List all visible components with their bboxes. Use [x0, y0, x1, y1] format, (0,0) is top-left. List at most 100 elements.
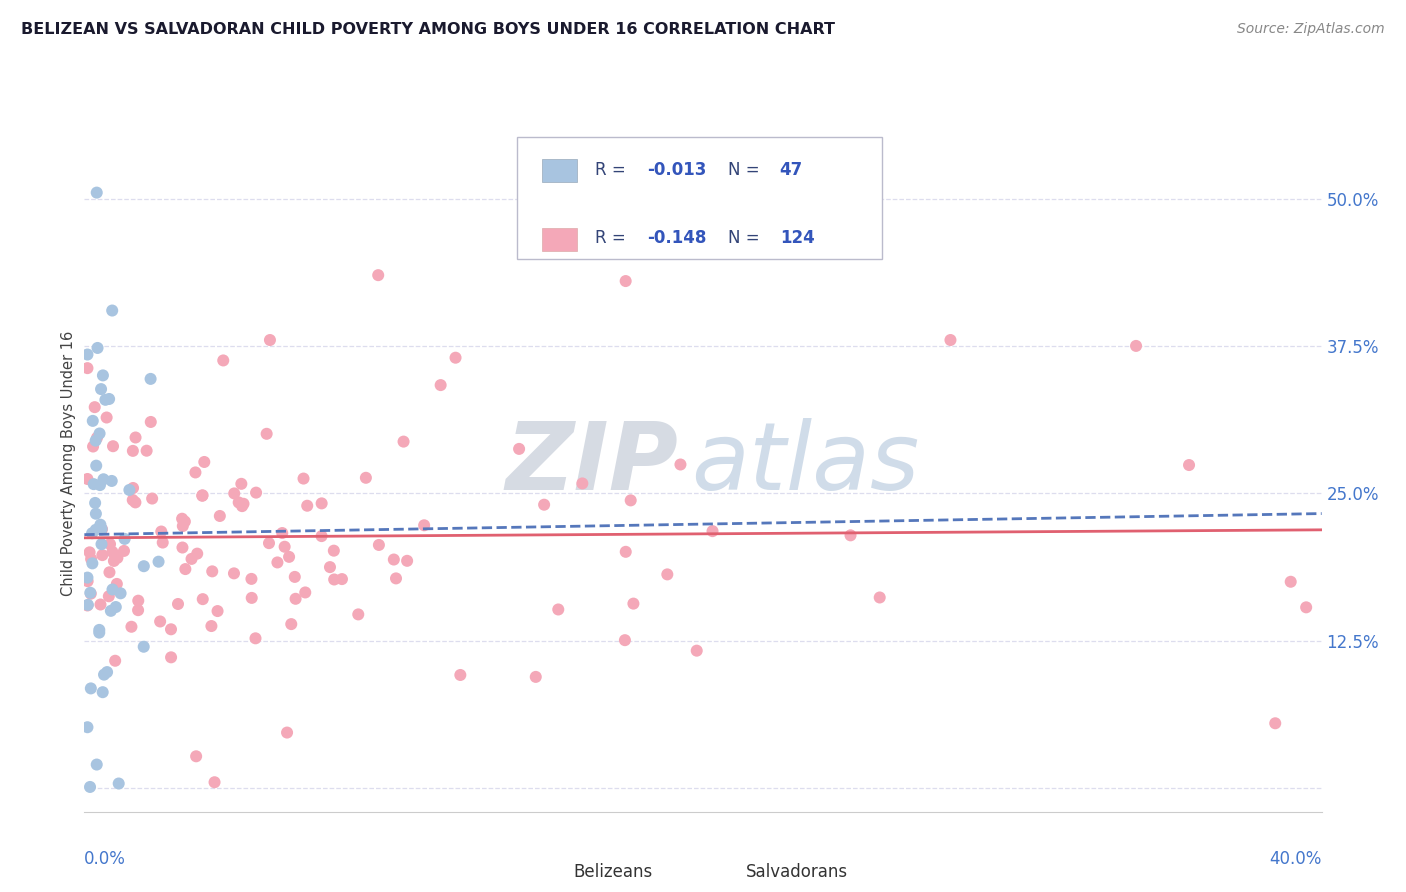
- Point: [107, 776, 129, 790]
- Point: [135, 443, 157, 458]
- Point: [276, 725, 298, 739]
- Point: [89, 623, 111, 637]
- Point: [200, 619, 222, 633]
- Point: [82, 526, 104, 541]
- Point: [91, 548, 114, 562]
- Text: atlas: atlas: [690, 418, 920, 509]
- Point: [84, 507, 107, 521]
- Text: 40.0%: 40.0%: [1270, 850, 1322, 868]
- Point: [76, 472, 98, 486]
- Point: [77, 598, 100, 612]
- Point: [284, 591, 307, 606]
- Text: N =: N =: [728, 161, 765, 178]
- Point: [124, 495, 146, 509]
- Point: [613, 633, 636, 648]
- Point: [79, 586, 101, 600]
- Point: [191, 592, 214, 607]
- Point: [93, 472, 115, 486]
- Point: [112, 544, 135, 558]
- Point: [620, 493, 643, 508]
- Point: [101, 582, 124, 597]
- Point: [96, 665, 118, 679]
- Point: [152, 535, 174, 549]
- Point: [186, 547, 208, 561]
- Point: [429, 378, 451, 392]
- Point: [86, 186, 108, 200]
- Point: [84, 523, 107, 537]
- Point: [98, 537, 121, 551]
- Point: [231, 499, 253, 513]
- Point: [273, 540, 295, 554]
- Text: Source: ZipAtlas.com: Source: ZipAtlas.com: [1237, 22, 1385, 37]
- Text: 124: 124: [780, 229, 814, 247]
- Point: [354, 471, 377, 485]
- Point: [1279, 574, 1302, 589]
- Y-axis label: Child Poverty Among Boys Under 16: Child Poverty Among Boys Under 16: [60, 331, 76, 597]
- Point: [141, 491, 163, 506]
- Point: [79, 780, 101, 794]
- Point: [80, 552, 103, 566]
- Point: [413, 518, 436, 533]
- Point: [174, 562, 197, 576]
- Point: [245, 632, 267, 646]
- Text: R =: R =: [595, 229, 631, 247]
- Point: [100, 474, 122, 488]
- Text: 0.0%: 0.0%: [84, 850, 127, 868]
- Point: [89, 517, 111, 532]
- Point: [204, 775, 226, 789]
- Point: [110, 586, 132, 600]
- Point: [212, 353, 235, 368]
- Point: [191, 488, 214, 502]
- Point: [240, 572, 263, 586]
- Point: [257, 536, 280, 550]
- Point: [93, 667, 115, 681]
- Point: [167, 597, 190, 611]
- Point: [105, 577, 128, 591]
- Point: [284, 570, 307, 584]
- Point: [76, 347, 98, 361]
- Point: [89, 426, 111, 441]
- Point: [90, 537, 112, 551]
- Point: [76, 574, 98, 589]
- Point: [83, 400, 105, 414]
- Point: [86, 431, 108, 445]
- Point: [172, 519, 194, 533]
- Point: [278, 549, 301, 564]
- Point: [508, 442, 530, 456]
- Point: [84, 434, 107, 448]
- Text: -0.013: -0.013: [647, 161, 707, 178]
- Point: [294, 585, 316, 599]
- Point: [94, 392, 117, 407]
- Point: [79, 545, 101, 559]
- Point: [172, 512, 194, 526]
- Point: [311, 529, 333, 543]
- Point: [82, 557, 104, 571]
- Point: [76, 571, 98, 585]
- Point: [86, 341, 108, 355]
- Point: [245, 485, 267, 500]
- Point: [702, 524, 724, 538]
- Point: [172, 541, 194, 555]
- Point: [224, 486, 246, 500]
- Point: [319, 560, 342, 574]
- Point: [256, 426, 278, 441]
- Point: [614, 545, 637, 559]
- Point: [84, 496, 107, 510]
- Point: [122, 443, 145, 458]
- Point: [148, 555, 170, 569]
- Point: [266, 556, 288, 570]
- Point: [76, 720, 98, 734]
- Point: [367, 538, 389, 552]
- Point: [311, 496, 333, 510]
- Point: [132, 640, 155, 654]
- Point: [280, 617, 302, 632]
- Point: [184, 466, 207, 480]
- Bar: [709, 861, 737, 883]
- Point: [657, 567, 679, 582]
- Point: [82, 440, 104, 454]
- Point: [89, 625, 111, 640]
- Point: [84, 458, 107, 473]
- Point: [669, 458, 692, 472]
- Point: [347, 607, 370, 622]
- Point: [193, 455, 215, 469]
